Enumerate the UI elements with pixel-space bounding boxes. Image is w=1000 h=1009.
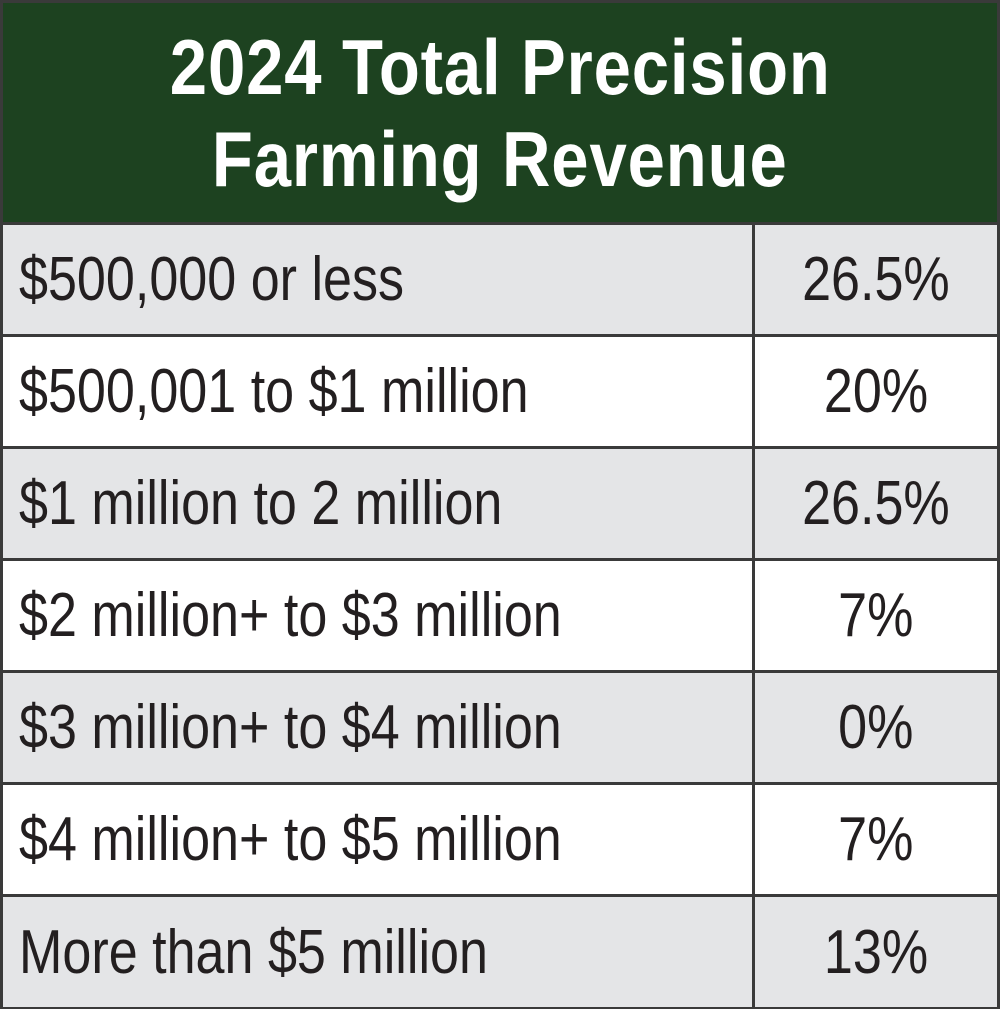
range-cell: $4 million+ to $5 million (19, 805, 562, 874)
percent-cell: 0% (838, 693, 914, 762)
table-row: $1 million to 2 million 26.5% (3, 449, 997, 561)
table-header: 2024 Total Precision Farming Revenue (3, 3, 997, 225)
title-line-1: 2024 Total Precision (169, 22, 831, 111)
percent-cell: 20% (823, 357, 929, 426)
table-row: $3 million+ to $4 million 0% (3, 673, 997, 785)
range-cell: $2 million+ to $3 million (19, 581, 562, 650)
range-cell: $500,001 to $1 million (19, 357, 529, 426)
table-row: $2 million+ to $3 million 7% (3, 561, 997, 673)
percent-cell: 7% (838, 581, 914, 650)
table-row: $500,001 to $1 million 20% (3, 337, 997, 449)
table-row: $4 million+ to $5 million 7% (3, 785, 997, 897)
range-cell: $1 million to 2 million (19, 469, 503, 538)
table-row: More than $5 million 13% (3, 897, 997, 1007)
percent-cell: 7% (838, 805, 914, 874)
percent-cell: 26.5% (802, 469, 950, 538)
percent-cell: 13% (823, 917, 929, 987)
range-cell: $500,000 or less (19, 245, 405, 314)
table-row: $500,000 or less 26.5% (3, 225, 997, 337)
range-cell: More than $5 million (19, 917, 488, 987)
range-cell: $3 million+ to $4 million (19, 693, 562, 762)
percent-cell: 26.5% (802, 245, 950, 314)
title-line-2: Farming Revenue (212, 114, 788, 203)
